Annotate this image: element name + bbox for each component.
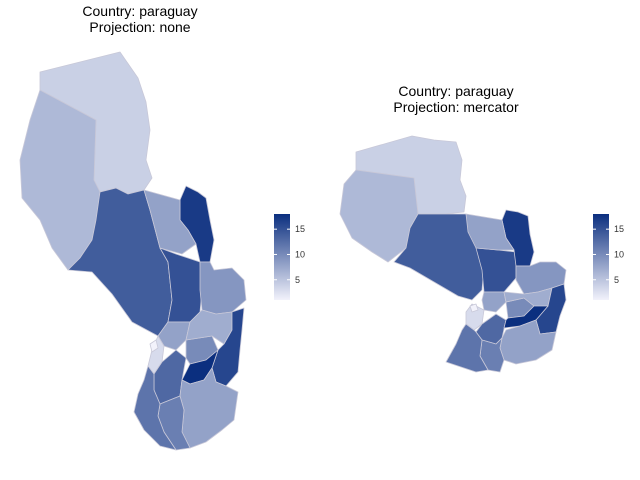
legend-right: 5 10 15 [593,214,624,300]
map-left [19,51,247,451]
region-boqueron [19,89,101,271]
region-asuncion [469,303,479,313]
region-cordillera [481,291,507,313]
legend-tick-label: 10 [614,249,624,259]
map-title-right-line1: Country: paraguay [398,83,513,99]
legend-colorbar [593,214,609,300]
map-right [339,135,567,373]
map-panel-left: Country: paraguay Projection: none [19,3,247,451]
region-neembucu [133,365,177,451]
region-neembucu [445,323,489,373]
legend-tick-label: 5 [614,275,619,285]
map-title-left-line1: Country: paraguay [82,3,197,19]
legend-colorbar [274,214,290,300]
legend-tick-label: 5 [295,275,300,285]
map-panel-right: Country: paraguay Projection: mercator [339,83,567,373]
legend-tick-label: 15 [295,224,305,234]
legend-left: 5 10 15 [274,214,305,300]
region-san-pedro [465,213,515,251]
map-title-left-line2: Projection: none [89,19,190,35]
legend-tick-label: 15 [614,224,624,234]
region-asuncion [149,339,159,353]
legend-tick-label: 10 [295,249,305,259]
map-title-right-line2: Projection: mercator [393,99,519,115]
region-boqueron [339,169,419,263]
region-canindeyu [199,261,247,315]
region-san-pedro [143,189,197,255]
